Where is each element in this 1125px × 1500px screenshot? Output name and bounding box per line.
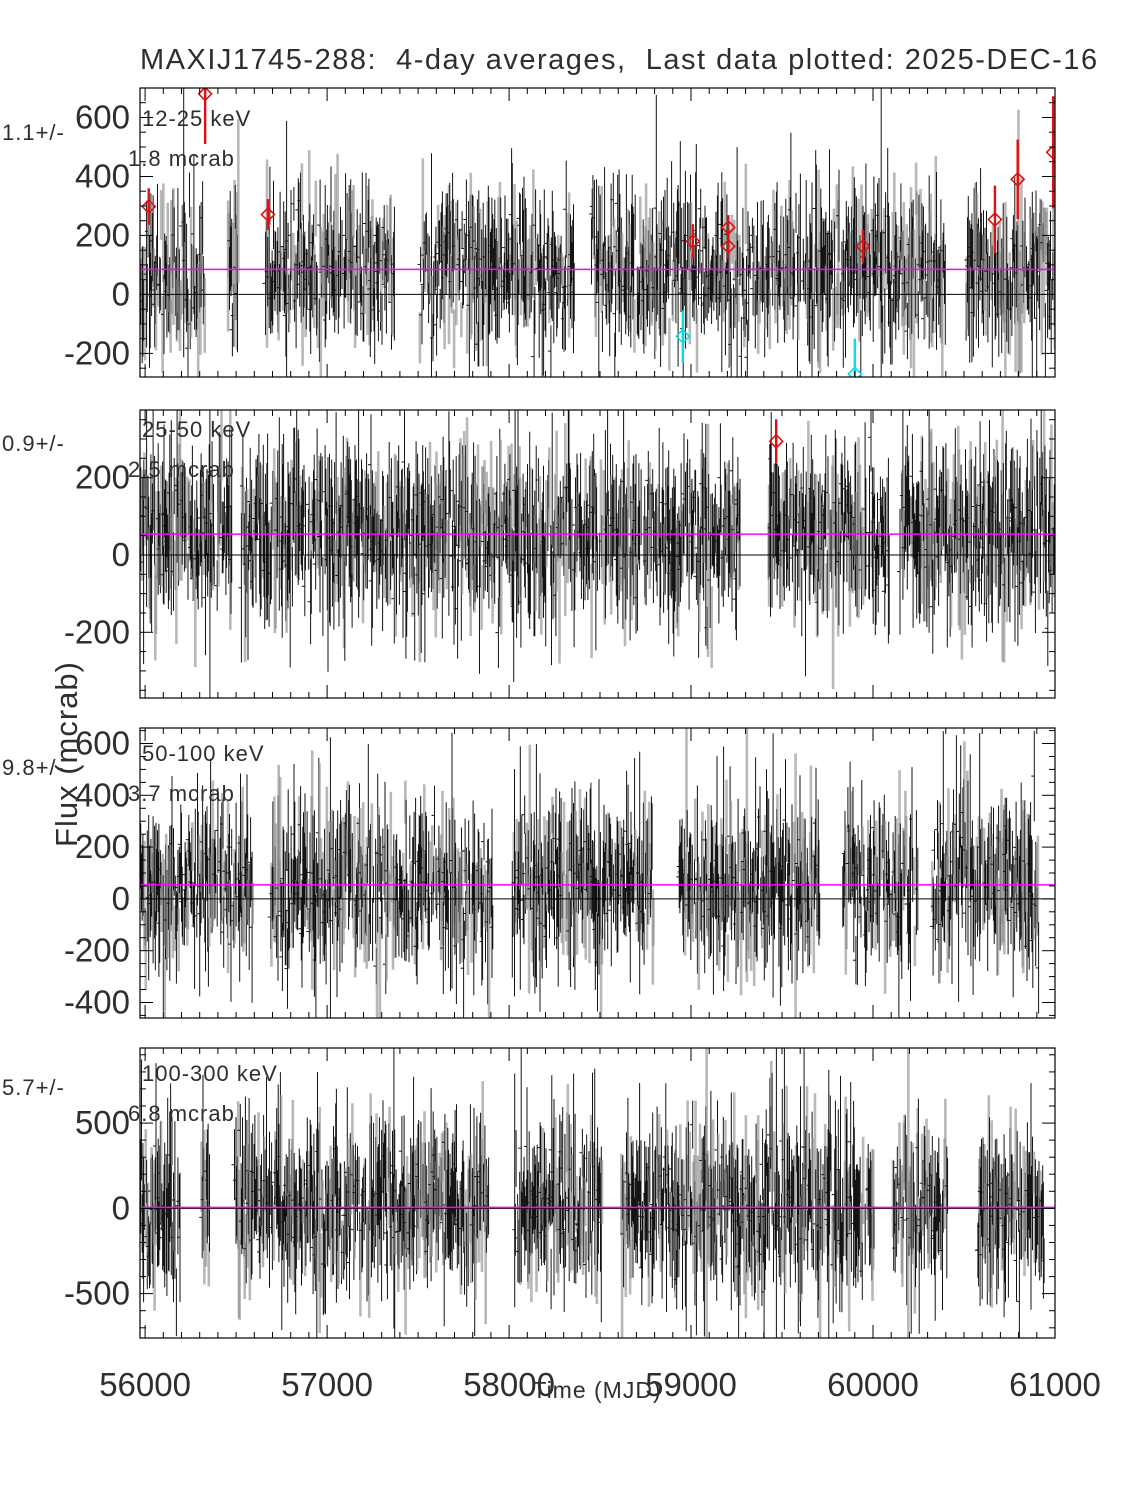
high-outlier-point xyxy=(685,224,701,259)
high-outlier-point xyxy=(855,230,871,263)
panel2-mean-value: 0.9+/- xyxy=(2,431,65,456)
low-outlier-point xyxy=(675,310,691,363)
panel1-band-label: 12-25 keV xyxy=(142,106,252,131)
high-outlier-point xyxy=(141,188,157,225)
tick-marks xyxy=(140,87,1056,377)
panel-25-50-keV: -200 0 200 xyxy=(64,409,1056,699)
svg-text:200: 200 xyxy=(75,459,130,496)
svg-text:-200: -200 xyxy=(64,334,130,371)
panel4-mean-annotation: 5.7+/- 6.8 mcrab xyxy=(0,1049,234,1126)
panel-frame xyxy=(139,1047,1056,1339)
y-tick-labels: -200 0 200 xyxy=(64,459,130,651)
error-bars xyxy=(140,728,1055,1018)
high-outlier-point xyxy=(768,419,784,464)
panel2-mean-error: 2.5 mcrab xyxy=(128,457,235,482)
high-outlier-point xyxy=(260,199,276,230)
svg-text:0: 0 xyxy=(112,536,130,573)
panel3-mean-annotation: 9.8+/- 3.7 mcrab xyxy=(0,729,234,806)
high-outlier-point xyxy=(1045,96,1055,209)
panel-frame xyxy=(139,409,1056,699)
panel4-mean-error: 6.8 mcrab xyxy=(128,1101,235,1126)
plot-title: MAXIJ1745-288: 4-day averages, Last data… xyxy=(140,44,1099,76)
y-tick-labels: -200 0 200 400 600 xyxy=(64,99,130,372)
svg-text:0: 0 xyxy=(112,275,130,312)
panel3-mean-value: 9.8+/- xyxy=(2,755,65,780)
panel-12-25-keV: -200 0 200 400 600 xyxy=(64,87,1056,378)
panel4-band-label: 100-300 keV xyxy=(142,1061,278,1086)
tick-marks xyxy=(140,728,1056,1018)
panel1-mean-annotation: 1.1+/- 1.8 mcrab xyxy=(0,94,234,171)
high-outlier-point xyxy=(720,233,736,259)
error-bars xyxy=(140,1048,1055,1338)
error-bars xyxy=(140,410,1055,698)
svg-text:200: 200 xyxy=(75,216,130,253)
high-outlier-point xyxy=(987,185,1003,254)
panel2-mean-annotation: 0.9+/- 2.5 mcrab xyxy=(0,405,234,482)
panel2-band-label: 25-50 keV xyxy=(142,417,252,442)
tick-marks xyxy=(140,410,1056,698)
panel-frame xyxy=(139,87,1056,378)
panel1-mean-error: 1.8 mcrab xyxy=(128,146,235,171)
panel3-band-label: 50-100 keV xyxy=(142,741,265,766)
svg-text:400: 400 xyxy=(75,158,130,195)
high-outlier-point xyxy=(197,88,213,145)
high-outlier-point xyxy=(1010,139,1026,220)
panel3-mean-error: 3.7 mcrab xyxy=(128,781,235,806)
error-bars xyxy=(140,88,1055,377)
y-axis-title: Flux (mcrab) xyxy=(49,661,84,847)
svg-text:600: 600 xyxy=(75,99,130,136)
panel4-mean-value: 5.7+/- xyxy=(2,1075,65,1100)
svg-text:-200: -200 xyxy=(64,613,130,650)
x-tick-labels: 56000 57000 58000 59000 60000 61000 xyxy=(99,1366,1101,1403)
tick-marks xyxy=(140,1048,1056,1338)
panel1-mean-value: 1.1+/- xyxy=(2,120,65,145)
x-axis-title: Time (MJD) xyxy=(532,1377,662,1403)
